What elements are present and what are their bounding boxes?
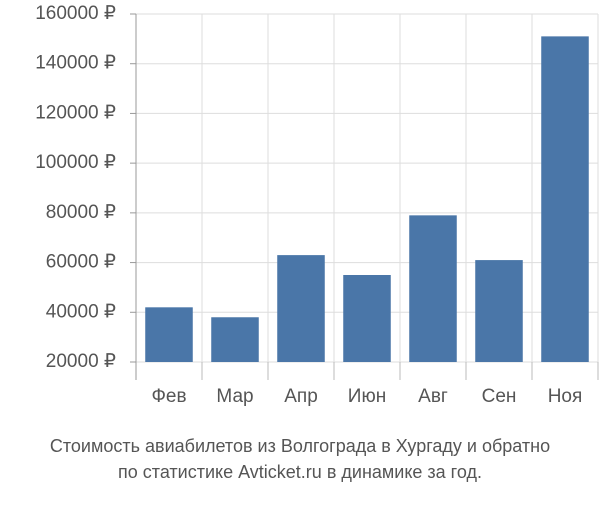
bar: [475, 260, 523, 362]
bar: [211, 317, 259, 362]
bar: [343, 275, 391, 362]
chart-title: Стоимость авиабилетов из Волгограда в Ху…: [50, 436, 550, 456]
x-tick-label: Фев: [151, 386, 186, 407]
y-tick-label: 60000 ₽: [46, 252, 116, 273]
y-tick-label: 140000 ₽: [35, 53, 116, 74]
y-tick-label: 20000 ₽: [46, 351, 116, 372]
y-tick-label: 100000 ₽: [35, 152, 116, 173]
bar: [145, 307, 193, 362]
bar: [409, 215, 457, 362]
y-tick-label: 40000 ₽: [46, 301, 116, 322]
x-tick-label: Сен: [482, 386, 517, 407]
x-tick-label: Ноя: [548, 386, 583, 407]
x-tick-label: Апр: [284, 386, 318, 407]
bar: [277, 255, 325, 362]
y-tick-label: 160000 ₽: [35, 3, 116, 24]
y-tick-label: 120000 ₽: [35, 102, 116, 123]
x-tick-label: Авг: [418, 386, 448, 407]
x-tick-label: Июн: [348, 386, 386, 407]
x-tick-label: Мар: [216, 386, 253, 407]
y-tick-label: 80000 ₽: [46, 202, 116, 223]
chart-title: по статистике Avticket.ru в динамике за …: [118, 462, 482, 482]
bar: [541, 36, 589, 362]
